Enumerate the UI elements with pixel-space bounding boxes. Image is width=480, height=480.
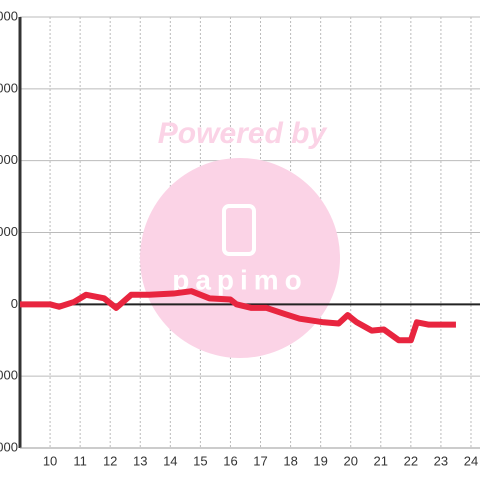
x-tick-label: 24: [464, 453, 478, 468]
x-tick-label: 12: [103, 453, 117, 468]
x-tick-label: 20: [343, 453, 357, 468]
y-tick-label: 3,000: [0, 224, 18, 239]
x-tick-label: 14: [163, 453, 177, 468]
y-tick-label: 6,000: [0, 152, 18, 167]
data-line: [20, 288, 456, 344]
y-tick-label: -6,000: [0, 439, 18, 454]
x-tick-label: 21: [374, 453, 388, 468]
x-tick-label: 11: [73, 453, 87, 468]
y-tick-label: 12,000: [0, 8, 18, 23]
x-tick-label: 17: [253, 453, 267, 468]
watermark-circle: [140, 158, 340, 358]
y-tick-label: 0: [11, 296, 18, 311]
x-tick-label: 22: [404, 453, 418, 468]
x-tick-label: 13: [133, 453, 147, 468]
x-tick-label: 18: [283, 453, 297, 468]
y-tick-label: 9,000: [0, 80, 18, 95]
x-tick-label: 23: [434, 453, 448, 468]
x-tick-label: 16: [223, 453, 237, 468]
x-tick-label: 19: [313, 453, 327, 468]
x-tick-label: 10: [43, 453, 57, 468]
watermark-text: Powered by: [158, 117, 328, 150]
watermark-icon: [222, 204, 256, 256]
x-tick-label: 15: [193, 453, 207, 468]
y-tick-label: -3,000: [0, 368, 18, 383]
